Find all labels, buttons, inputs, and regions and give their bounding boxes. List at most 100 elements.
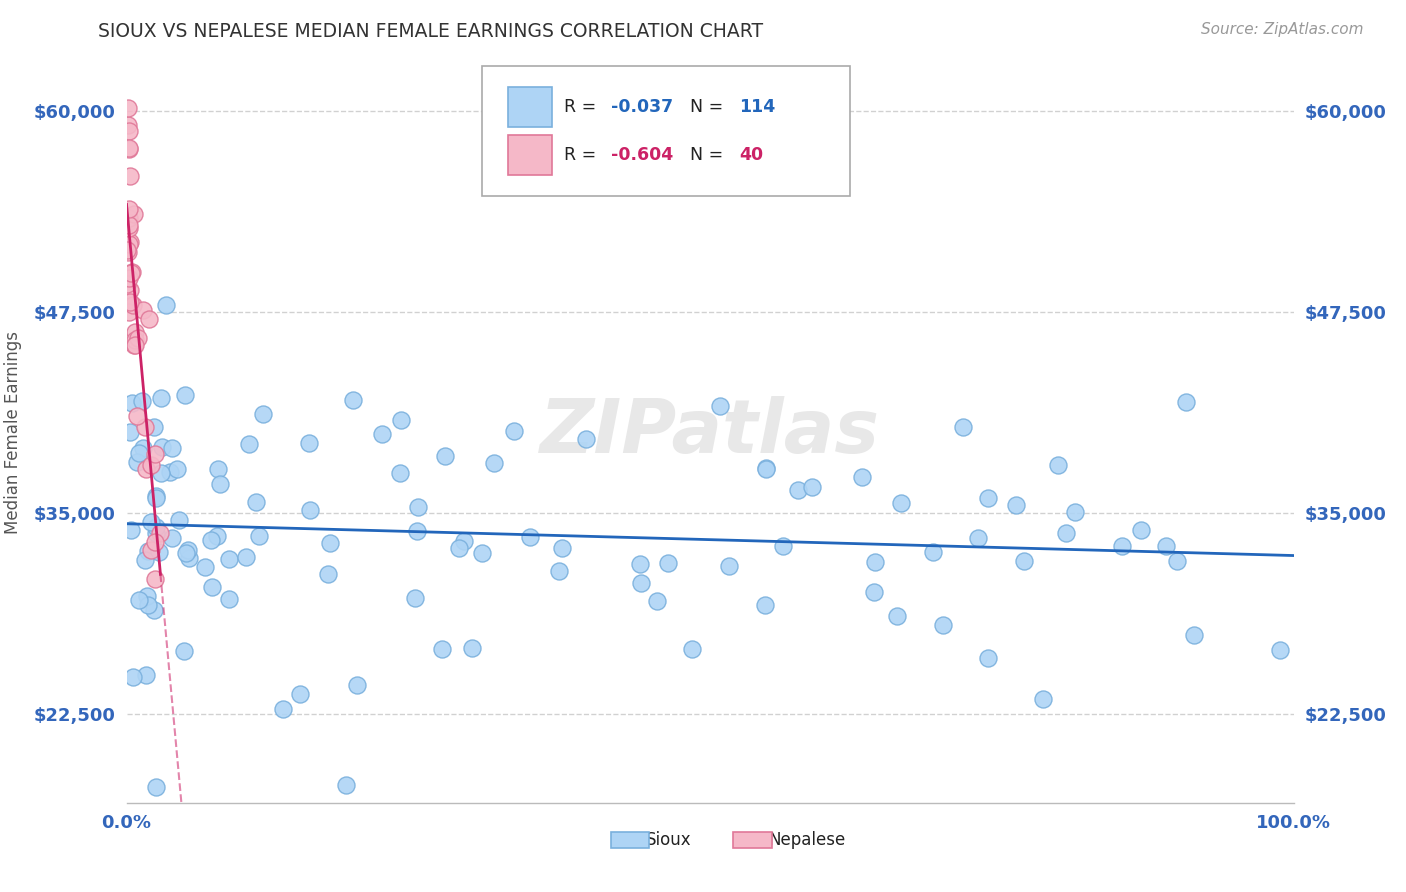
Point xyxy=(131,394,153,409)
Point xyxy=(862,584,884,599)
Point xyxy=(117,245,139,260)
Point xyxy=(143,534,166,549)
Point xyxy=(404,591,426,606)
Point xyxy=(851,470,873,484)
Point xyxy=(122,206,145,220)
Point xyxy=(453,534,475,549)
Point xyxy=(1268,643,1291,657)
Point xyxy=(118,305,141,319)
Point xyxy=(118,141,141,155)
Point xyxy=(141,542,163,557)
Point xyxy=(1182,628,1205,642)
Point xyxy=(117,214,139,228)
Point xyxy=(118,218,141,232)
Point xyxy=(548,564,571,578)
Point xyxy=(125,455,148,469)
Point xyxy=(118,142,141,156)
Point xyxy=(801,480,824,494)
Point xyxy=(142,420,165,434)
Point xyxy=(149,525,172,540)
Point xyxy=(1166,554,1188,568)
Point xyxy=(406,524,429,539)
Point xyxy=(432,642,454,657)
Text: -0.604: -0.604 xyxy=(610,146,673,164)
Point xyxy=(118,124,141,138)
Point xyxy=(1111,539,1133,553)
Point xyxy=(1004,498,1026,512)
Point xyxy=(346,678,368,692)
Point xyxy=(117,101,139,115)
Point xyxy=(159,465,181,479)
Point xyxy=(200,533,222,548)
Point xyxy=(298,435,321,450)
Point xyxy=(717,559,740,574)
Text: Sioux: Sioux xyxy=(645,830,692,849)
FancyBboxPatch shape xyxy=(508,87,553,128)
Point xyxy=(155,298,177,312)
Point xyxy=(167,513,190,527)
Point xyxy=(141,458,163,473)
Point xyxy=(127,409,149,423)
Point xyxy=(389,413,412,427)
Point xyxy=(124,338,146,352)
Point xyxy=(482,456,505,470)
Point xyxy=(120,266,142,280)
Point xyxy=(1054,525,1077,540)
Point xyxy=(1175,394,1198,409)
Point xyxy=(120,235,142,249)
Text: Nepalese: Nepalese xyxy=(768,830,845,849)
Point xyxy=(174,546,197,560)
Point xyxy=(117,277,139,292)
FancyBboxPatch shape xyxy=(508,135,553,176)
Point xyxy=(124,338,146,352)
Point xyxy=(1154,539,1177,553)
Point xyxy=(755,462,778,476)
Point xyxy=(121,265,143,279)
Point xyxy=(1046,458,1069,472)
Point xyxy=(118,271,141,285)
Point xyxy=(205,528,228,542)
FancyBboxPatch shape xyxy=(610,831,650,848)
Point xyxy=(118,283,141,297)
Point xyxy=(952,420,974,434)
Point xyxy=(657,557,679,571)
Point xyxy=(141,515,163,529)
Point xyxy=(145,520,167,534)
Point xyxy=(1130,523,1153,537)
Point xyxy=(173,387,195,401)
Point xyxy=(177,543,200,558)
Text: SIOUX VS NEPALESE MEDIAN FEMALE EARNINGS CORRELATION CHART: SIOUX VS NEPALESE MEDIAN FEMALE EARNINGS… xyxy=(98,22,763,41)
Point xyxy=(207,462,229,476)
Point xyxy=(143,447,166,461)
Point xyxy=(194,559,217,574)
Point xyxy=(118,211,141,225)
Point xyxy=(201,580,224,594)
Point xyxy=(128,446,150,460)
Point xyxy=(575,432,598,446)
Point xyxy=(132,303,155,318)
Point xyxy=(149,391,172,405)
Point xyxy=(134,553,156,567)
Point xyxy=(145,525,167,540)
Point xyxy=(143,603,166,617)
Point xyxy=(145,490,167,504)
Point xyxy=(1014,554,1036,568)
Text: 40: 40 xyxy=(740,146,763,164)
Point xyxy=(166,462,188,476)
Point xyxy=(121,298,143,312)
Point xyxy=(131,441,153,455)
FancyBboxPatch shape xyxy=(482,66,851,195)
Point xyxy=(977,491,1000,506)
Point xyxy=(117,119,139,133)
Point xyxy=(118,221,141,235)
Point xyxy=(208,477,231,491)
Point xyxy=(218,591,240,606)
Text: R =: R = xyxy=(564,146,602,164)
Point xyxy=(319,536,342,550)
Point xyxy=(977,650,1000,665)
Point xyxy=(118,237,141,252)
Text: 114: 114 xyxy=(740,98,776,116)
Point xyxy=(709,399,731,413)
Point xyxy=(247,529,270,543)
Point xyxy=(290,687,312,701)
